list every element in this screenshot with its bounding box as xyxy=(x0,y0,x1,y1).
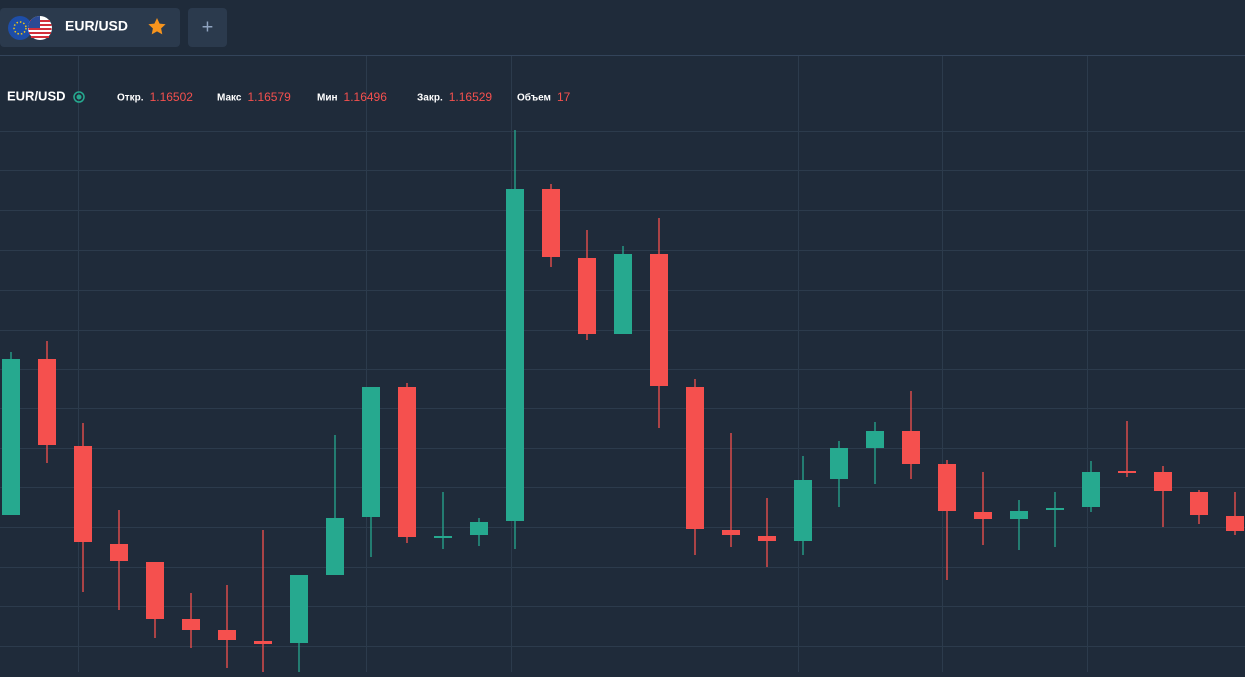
candle-body xyxy=(506,189,524,521)
candle-body xyxy=(830,448,848,479)
candle-body xyxy=(722,530,740,535)
live-indicator xyxy=(73,91,85,103)
legend-label: Мин xyxy=(317,93,338,104)
candle-body xyxy=(1046,508,1064,510)
us-canton xyxy=(28,16,40,28)
legend-label: Откр. xyxy=(117,93,144,104)
candle-body xyxy=(218,630,236,640)
candles xyxy=(2,130,1244,672)
legend-value: 17 xyxy=(557,90,571,104)
candle-body xyxy=(1118,471,1136,473)
candle-body xyxy=(254,641,272,644)
candle-body xyxy=(650,254,668,386)
candle-body xyxy=(182,619,200,630)
legend-value: 1.16579 xyxy=(247,90,291,104)
legend: Откр. 1.16502 Макс 1.16579 Мин 1.16496 Закр. 1.… xyxy=(117,90,571,104)
legend-value: 1.16496 xyxy=(344,90,388,104)
candle-body xyxy=(1010,511,1028,519)
favorite-star[interactable] xyxy=(148,18,166,35)
candle-body xyxy=(974,512,992,519)
candle-body xyxy=(614,254,632,334)
candle-body xyxy=(1226,516,1244,531)
candle-body xyxy=(1082,472,1100,507)
candle-body xyxy=(1154,472,1172,491)
live-dot xyxy=(76,94,82,100)
candle-body xyxy=(434,536,452,538)
candle-body xyxy=(2,359,20,515)
legend-label: Объем xyxy=(517,92,551,104)
candle-body xyxy=(938,464,956,511)
legend-value: 1.16529 xyxy=(449,90,493,104)
candle-body xyxy=(866,431,884,448)
legend-symbol: EUR/USD xyxy=(7,88,66,103)
candle-body xyxy=(758,536,776,541)
candle-body xyxy=(362,387,380,517)
candle-body xyxy=(470,522,488,535)
candle-body xyxy=(578,258,596,334)
candle-body xyxy=(794,480,812,541)
candle-body xyxy=(902,431,920,464)
legend-label: Закр. xyxy=(417,93,443,104)
legend-label: Макс xyxy=(217,93,242,104)
legend-value: 1.16502 xyxy=(150,90,194,104)
candle-body xyxy=(542,189,560,257)
add-tab-button[interactable] xyxy=(188,8,227,47)
candle-body xyxy=(1190,492,1208,515)
candle-body xyxy=(146,562,164,619)
candle-body xyxy=(686,387,704,529)
candle-body xyxy=(398,387,416,537)
candle-body xyxy=(326,518,344,575)
tab-label: EUR/USD xyxy=(65,18,128,34)
eu-flag xyxy=(8,16,32,40)
add-tab-label: + xyxy=(202,16,214,38)
candle-body xyxy=(38,359,56,445)
grid xyxy=(0,55,1245,672)
eu-stars xyxy=(13,21,27,35)
candle-body xyxy=(290,575,308,643)
candle-body xyxy=(74,446,92,542)
candle-body xyxy=(110,544,128,561)
